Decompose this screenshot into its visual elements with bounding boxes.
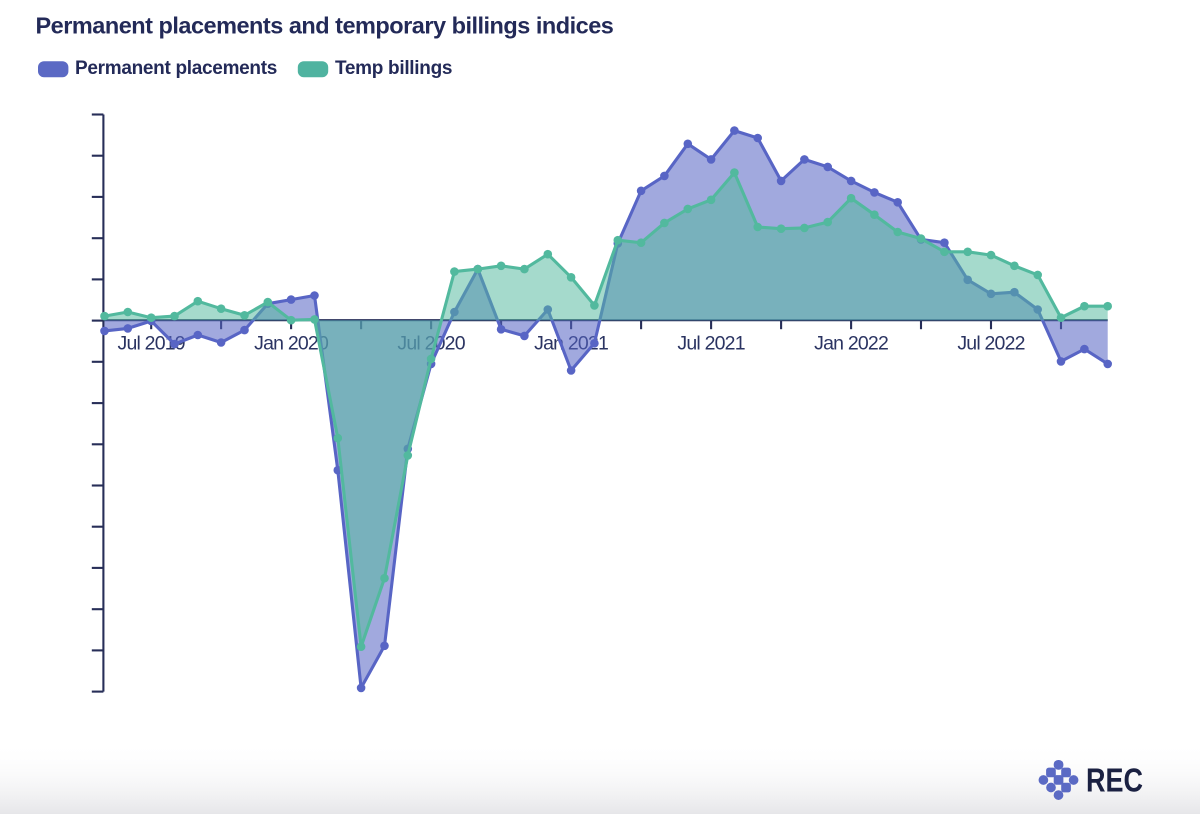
svg-text:Jul 2021: Jul 2021 [677,333,744,355]
svg-text:Jan 2020: Jan 2020 [254,333,329,355]
svg-text:Permanent placements and tempo: Permanent placements and temporary billi… [36,13,614,39]
svg-text:Jul 2022: Jul 2022 [957,333,1024,355]
svg-text:Permanent placements: Permanent placements [75,58,277,79]
svg-text:REC: REC [1086,763,1143,800]
svg-text:Temp billings: Temp billings [335,58,452,79]
svg-text:Jan 2022: Jan 2022 [814,333,888,355]
